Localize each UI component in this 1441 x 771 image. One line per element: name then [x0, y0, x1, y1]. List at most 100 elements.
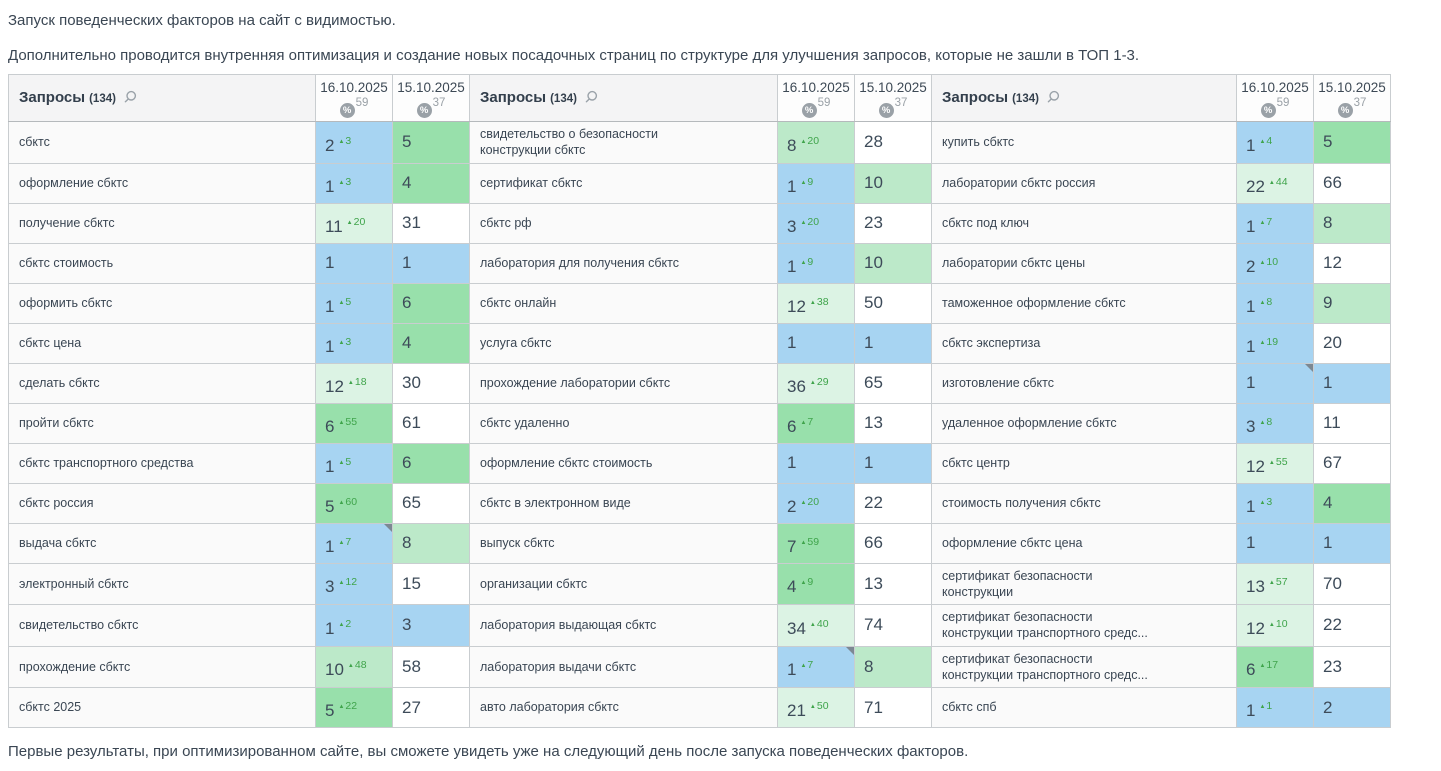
position-cell[interactable]: 11 ▲20 [315, 202, 393, 244]
position-cell[interactable]: 12 [1313, 242, 1391, 284]
position-cell[interactable]: 27 [392, 687, 470, 728]
position-cell[interactable]: 13 [854, 562, 932, 605]
query-cell[interactable]: оформление сбктс стоимость [469, 442, 778, 484]
position-cell[interactable]: 50 [854, 282, 932, 324]
query-cell[interactable]: сбктс экспертиза [931, 322, 1237, 364]
query-cell[interactable]: сбктс центр [931, 442, 1237, 484]
position-cell[interactable]: 1 ▲7 [1236, 202, 1314, 244]
position-cell[interactable]: 13 ▲57 [1236, 562, 1314, 605]
position-cell[interactable]: 2 ▲20 [777, 482, 855, 524]
query-cell[interactable]: сбктс спб [931, 687, 1237, 728]
query-cell[interactable]: лаборатории сбктс цены [931, 242, 1237, 284]
position-cell[interactable]: 30 [392, 362, 470, 404]
position-cell[interactable]: 5 [392, 121, 470, 164]
query-cell[interactable]: сделать сбктс [8, 362, 316, 404]
position-cell[interactable]: 1 [1236, 362, 1314, 404]
position-cell[interactable]: 1 ▲5 [315, 282, 393, 324]
position-cell[interactable]: 5 ▲22 [315, 687, 393, 728]
position-cell[interactable]: 10 [854, 162, 932, 204]
query-cell[interactable]: сертификат безопасности конструкции [931, 562, 1237, 605]
position-cell[interactable]: 58 [392, 645, 470, 688]
query-cell[interactable]: авто лаборатория сбктс [469, 687, 778, 728]
query-cell[interactable]: сбктс 2025 [8, 687, 316, 728]
position-cell[interactable]: 67 [1313, 442, 1391, 484]
query-cell[interactable]: выпуск сбктс [469, 522, 778, 564]
position-cell[interactable]: 36 ▲29 [777, 362, 855, 404]
position-cell[interactable]: 1 [1313, 362, 1391, 404]
query-cell[interactable]: лаборатория выдающая сбктс [469, 604, 778, 647]
position-cell[interactable]: 1 ▲3 [315, 322, 393, 364]
query-cell[interactable]: прохождение лаборатории сбктс [469, 362, 778, 404]
position-cell[interactable]: 3 ▲12 [315, 562, 393, 605]
position-cell[interactable]: 9 [1313, 282, 1391, 324]
date-column-header[interactable]: 15.10.2025 %37 [1313, 74, 1391, 122]
query-cell[interactable]: удаленное оформление сбктс [931, 402, 1237, 444]
date-column-header[interactable]: 16.10.2025 %59 [777, 74, 855, 122]
position-cell[interactable]: 2 [1313, 687, 1391, 728]
position-cell[interactable]: 8 ▲20 [777, 121, 855, 164]
position-cell[interactable]: 1 [315, 242, 393, 284]
query-cell[interactable]: сбктс в электронном виде [469, 482, 778, 524]
position-cell[interactable]: 4 [392, 162, 470, 204]
position-cell[interactable]: 10 ▲48 [315, 645, 393, 688]
query-cell[interactable]: услуга сбктс [469, 322, 778, 364]
query-cell[interactable]: лаборатория для получения сбктс [469, 242, 778, 284]
position-cell[interactable]: 34 ▲40 [777, 604, 855, 647]
query-cell[interactable]: сбктс под ключ [931, 202, 1237, 244]
position-cell[interactable]: 20 [1313, 322, 1391, 364]
query-cell[interactable]: сбктс удаленно [469, 402, 778, 444]
position-cell[interactable]: 8 [854, 645, 932, 688]
position-cell[interactable]: 1 ▲9 [777, 162, 855, 204]
position-cell[interactable]: 1 [1236, 522, 1314, 564]
position-cell[interactable]: 70 [1313, 562, 1391, 605]
position-cell[interactable]: 6 [392, 442, 470, 484]
position-cell[interactable]: 1 ▲7 [315, 522, 393, 564]
query-cell[interactable]: стоимость получения сбктс [931, 482, 1237, 524]
position-cell[interactable]: 1 ▲8 [1236, 282, 1314, 324]
query-cell[interactable]: сбктс онлайн [469, 282, 778, 324]
query-cell[interactable]: сертификат безопасности конструкции тран… [931, 645, 1237, 688]
position-cell[interactable]: 2 ▲3 [315, 121, 393, 164]
query-cell[interactable]: оформить сбктс [8, 282, 316, 324]
query-cell[interactable]: свидетельство сбктс [8, 604, 316, 647]
position-cell[interactable]: 5 ▲60 [315, 482, 393, 524]
query-cell[interactable]: свидетельство о безопасности конструкции… [469, 121, 778, 164]
position-cell[interactable]: 8 [392, 522, 470, 564]
query-cell[interactable]: изготовление сбктс [931, 362, 1237, 404]
query-cell[interactable]: сбктс транспортного средства [8, 442, 316, 484]
position-cell[interactable]: 12 ▲55 [1236, 442, 1314, 484]
position-cell[interactable]: 21 ▲50 [777, 687, 855, 728]
position-cell[interactable]: 1 [777, 322, 855, 364]
position-cell[interactable]: 12 ▲38 [777, 282, 855, 324]
queries-column-header[interactable]: Запросы (134) [931, 74, 1237, 122]
query-cell[interactable]: сбктс цена [8, 322, 316, 364]
position-cell[interactable]: 22 [854, 482, 932, 524]
position-cell[interactable]: 1 ▲7 [777, 645, 855, 688]
position-cell[interactable]: 65 [392, 482, 470, 524]
position-cell[interactable]: 1 ▲3 [1236, 482, 1314, 524]
position-cell[interactable]: 74 [854, 604, 932, 647]
position-cell[interactable]: 1 ▲9 [777, 242, 855, 284]
position-cell[interactable]: 10 [854, 242, 932, 284]
query-cell[interactable]: лаборатория выдачи сбктс [469, 645, 778, 688]
position-cell[interactable]: 1 [854, 442, 932, 484]
position-cell[interactable]: 2 ▲10 [1236, 242, 1314, 284]
position-cell[interactable]: 7 ▲59 [777, 522, 855, 564]
date-column-header[interactable]: 16.10.2025 %59 [315, 74, 393, 122]
query-cell[interactable]: получение сбктс [8, 202, 316, 244]
query-cell[interactable]: сбктс россия [8, 482, 316, 524]
date-column-header[interactable]: 15.10.2025 %37 [854, 74, 932, 122]
position-cell[interactable]: 1 [854, 322, 932, 364]
position-cell[interactable]: 13 [854, 402, 932, 444]
position-cell[interactable]: 11 [1313, 402, 1391, 444]
position-cell[interactable]: 61 [392, 402, 470, 444]
query-cell[interactable]: сбктс рф [469, 202, 778, 244]
position-cell[interactable]: 3 ▲20 [777, 202, 855, 244]
query-cell[interactable]: оформление сбктс [8, 162, 316, 204]
query-cell[interactable]: сбктс стоимость [8, 242, 316, 284]
position-cell[interactable]: 22 [1313, 604, 1391, 647]
query-cell[interactable]: пройти сбктс [8, 402, 316, 444]
position-cell[interactable]: 1 ▲4 [1236, 121, 1314, 164]
query-cell[interactable]: сертификат безопасности конструкции тран… [931, 604, 1237, 647]
position-cell[interactable]: 4 ▲9 [777, 562, 855, 605]
